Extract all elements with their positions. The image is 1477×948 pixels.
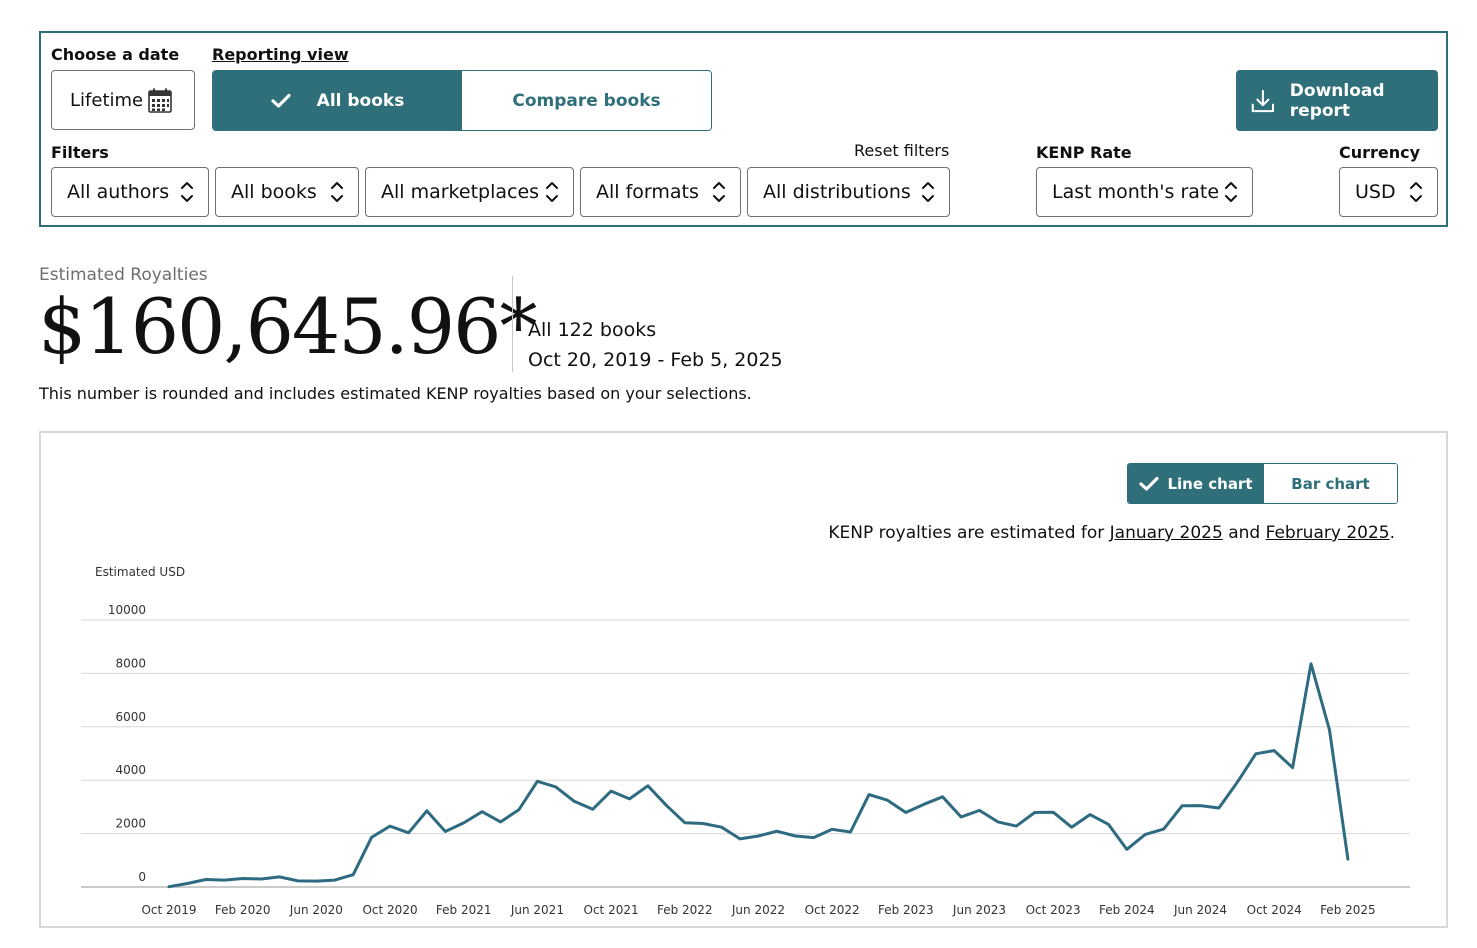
y-axis-label: Estimated USD (95, 565, 185, 579)
x-tick-label: Feb 2025 (1320, 903, 1376, 917)
x-tick-label: Jun 2020 (289, 903, 343, 917)
chevron-up-down-icon (181, 182, 193, 202)
kenp-note-prefix: KENP royalties are estimated for (828, 523, 1110, 543)
y-tick-label: 8000 (115, 656, 146, 670)
y-tick-label: 6000 (115, 710, 146, 724)
x-tick-label: Oct 2019 (141, 903, 196, 917)
marketplaces-select-value: All marketplaces (381, 181, 540, 203)
kenp-rate-label: KENP Rate (1036, 143, 1132, 162)
x-tick-label: Oct 2021 (584, 903, 639, 917)
y-tick-label: 2000 (115, 817, 146, 831)
distributions-select[interactable]: All distributions (747, 167, 950, 217)
filters-label: Filters (51, 143, 109, 162)
currency-label: Currency (1339, 143, 1421, 162)
formats-select[interactable]: All formats (580, 167, 741, 217)
line-chart-label: Line chart (1167, 474, 1253, 493)
chart-panel: Estimated USD 0 2000 4000 6000 8000 10000 Oct 2… (39, 431, 1448, 928)
download-report-label: Download report (1289, 80, 1385, 121)
x-tick-label: Oct 2022 (805, 903, 860, 917)
check-icon (1139, 476, 1160, 491)
x-tick-label: Oct 2023 (1026, 903, 1081, 917)
chart-type-toggle: Line chart Bar chart (1127, 463, 1398, 504)
calendar-icon (148, 88, 172, 113)
x-tick-label: Feb 2022 (657, 903, 713, 917)
compare-books-label: Compare books (512, 90, 661, 111)
books-select-value: All books (231, 181, 317, 203)
x-tick-label: Feb 2023 (878, 903, 934, 917)
bar-chart-option[interactable]: Bar chart (1264, 464, 1397, 503)
marketplaces-select[interactable]: All marketplaces (365, 167, 574, 217)
february-2025-link[interactable]: February 2025 (1265, 523, 1390, 543)
x-tick-label: Feb 2024 (1099, 903, 1155, 917)
chevron-up-down-icon (713, 182, 725, 202)
x-tick-label: Feb 2020 (215, 903, 271, 917)
x-tick-label: Oct 2020 (362, 903, 417, 917)
date-value: Lifetime (70, 89, 144, 111)
chevron-up-down-icon (331, 182, 343, 202)
chevron-up-down-icon (1410, 182, 1422, 202)
y-tick-label: 10000 (108, 603, 146, 617)
download-icon (1251, 89, 1275, 112)
chevron-up-down-icon (922, 182, 934, 202)
y-tick-label: 0 (138, 870, 146, 884)
reporting-view-toggle: All books Compare books (212, 70, 712, 131)
estimated-royalties-value: $160,645.96* (38, 282, 537, 371)
kenp-note-mid: and (1222, 523, 1266, 543)
x-tick-label: Oct 2024 (1247, 903, 1302, 917)
choose-date-label: Choose a date (51, 45, 180, 64)
estimated-royalties-label: Estimated Royalties (39, 265, 208, 285)
date-range: Oct 20, 2019 - Feb 5, 2025 (528, 349, 783, 371)
kenp-note-suffix: . (1389, 523, 1395, 543)
summary-divider (512, 276, 513, 372)
x-tick-label: Jun 2024 (1173, 903, 1227, 917)
x-tick-label: Jun 2023 (952, 903, 1006, 917)
authors-select-value: All authors (67, 181, 170, 203)
reset-filters-link[interactable]: Reset filters (854, 141, 950, 160)
compare-books-option[interactable]: Compare books (462, 71, 711, 130)
date-picker[interactable]: Lifetime (51, 70, 195, 130)
reporting-view-label[interactable]: Reporting view (212, 45, 349, 64)
y-tick-label: 4000 (115, 763, 146, 777)
royalties-note: This number is rounded and includes esti… (39, 384, 752, 403)
all-books-label: All books (316, 90, 405, 111)
kenp-rate-select-value: Last month's rate (1052, 181, 1220, 203)
filter-panel: Choose a date Lifetime Reporting view Al… (39, 31, 1448, 227)
books-count: All 122 books (528, 319, 657, 341)
x-tick-label: Jun 2022 (731, 903, 785, 917)
chevron-up-down-icon (1225, 182, 1237, 202)
january-2025-link[interactable]: January 2025 (1109, 523, 1223, 543)
check-icon (271, 93, 291, 108)
bar-chart-label: Bar chart (1291, 474, 1370, 493)
royalties-line-chart: Estimated USD 0 2000 4000 6000 8000 10000 Oct 2… (81, 565, 1410, 917)
x-tick-label: Jun 2021 (510, 903, 564, 917)
kenp-rate-select[interactable]: Last month's rate (1036, 167, 1253, 217)
royalties-series-line (167, 662, 1350, 889)
formats-select-value: All formats (596, 181, 699, 203)
books-select[interactable]: All books (215, 167, 359, 217)
download-report-button[interactable]: Download report (1236, 70, 1438, 131)
distributions-select-value: All distributions (763, 181, 911, 203)
x-tick-label: Feb 2021 (436, 903, 492, 917)
chevron-up-down-icon (546, 182, 558, 202)
kenp-estimate-note: KENP royalties are estimated for January… (828, 523, 1395, 543)
line-chart-option[interactable]: Line chart (1128, 464, 1264, 503)
currency-select-value: USD (1355, 181, 1396, 203)
currency-select[interactable]: USD (1339, 167, 1438, 217)
all-books-option[interactable]: All books (213, 71, 462, 130)
authors-select[interactable]: All authors (51, 167, 209, 217)
